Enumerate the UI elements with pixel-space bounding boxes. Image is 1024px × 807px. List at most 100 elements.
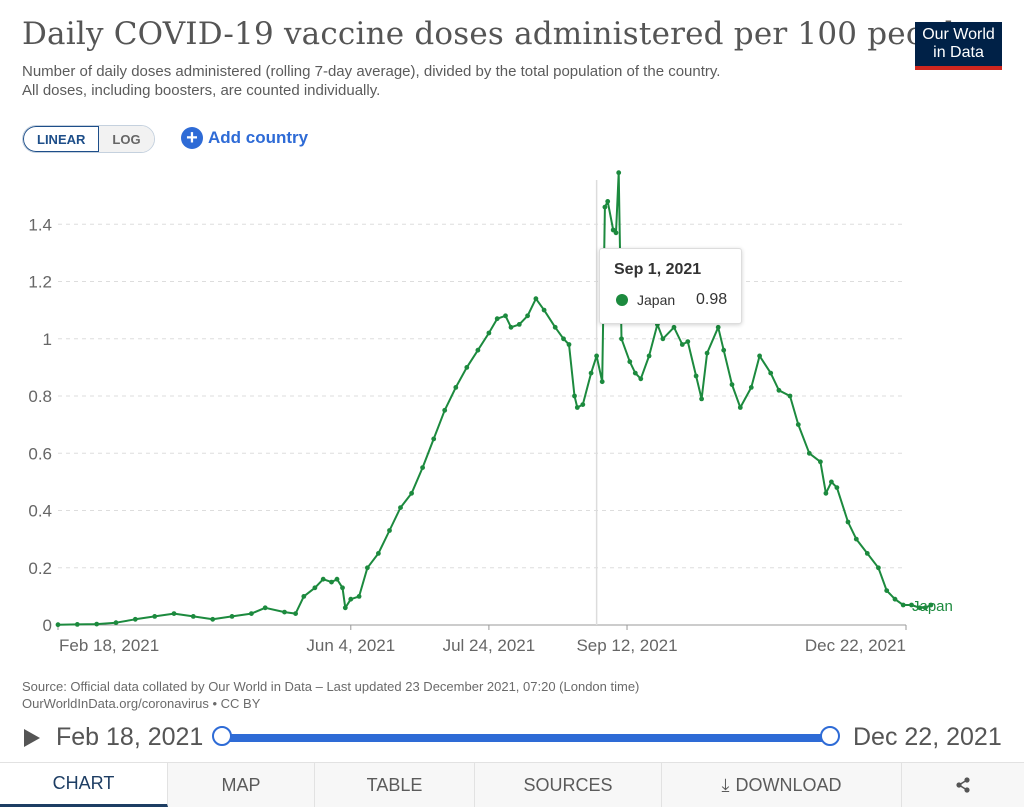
data-point <box>864 551 870 556</box>
data-point <box>834 485 840 490</box>
chart-title: Daily COVID-19 vaccine doses administere… <box>22 16 974 52</box>
y-tick-label: 0.4 <box>28 502 52 521</box>
data-point <box>464 365 470 370</box>
y-tick-label: 0.2 <box>28 559 52 578</box>
tab-chart[interactable]: CHART <box>0 763 168 807</box>
y-tick-label: 1.2 <box>28 273 52 292</box>
data-point <box>552 324 558 330</box>
data-point <box>420 465 425 470</box>
timeline: Feb 18, 2021 Dec 22, 2021 <box>22 720 1012 756</box>
data-point <box>928 602 934 608</box>
scale-toggle: LINEAR LOG <box>22 125 155 153</box>
data-point <box>876 565 881 571</box>
data-point <box>55 622 61 628</box>
owid-logo[interactable]: Our World in Data <box>915 22 1002 70</box>
data-point <box>613 230 619 236</box>
source-line-2[interactable]: OurWorldInData.org/coronavirus • CC BY <box>22 696 261 711</box>
data-point <box>74 622 80 627</box>
data-point <box>113 620 119 626</box>
bottom-tabs: CHART MAP TABLE SOURCES ⤓ DOWNLOAD <box>0 762 1024 807</box>
series-label: Japan <box>912 598 953 615</box>
tooltip-series-name: Japan <box>637 292 676 308</box>
tab-download-label: DOWNLOAD <box>735 774 842 795</box>
data-point <box>892 596 898 602</box>
data-point <box>533 296 539 302</box>
timeline-track[interactable] <box>222 734 830 742</box>
series-line-japan <box>57 171 932 626</box>
data-point <box>348 596 354 602</box>
timeline-start-handle[interactable] <box>212 726 232 746</box>
data-point <box>594 353 599 359</box>
data-point <box>853 536 859 542</box>
timeline-end-handle[interactable] <box>820 726 840 746</box>
data-point <box>312 585 318 591</box>
source-line-1: Source: Official data collated by Our Wo… <box>22 679 640 694</box>
tab-map[interactable]: MAP <box>168 763 315 807</box>
log-scale-button[interactable]: LOG <box>99 126 154 152</box>
data-point <box>776 387 782 393</box>
data-point <box>210 616 216 622</box>
tooltip-value: 0.98 <box>696 291 728 308</box>
data-point <box>748 385 754 390</box>
data-point <box>679 342 685 347</box>
data-point <box>453 385 459 390</box>
data-point <box>704 350 710 356</box>
data-point <box>823 490 829 496</box>
data-point <box>693 373 699 379</box>
data-point <box>599 379 605 385</box>
x-tick-label: Sep 12, 2021 <box>576 636 677 655</box>
download-icon: ⤓ <box>721 774 730 795</box>
data-point <box>525 313 530 319</box>
data-point <box>442 407 448 413</box>
data-point <box>152 614 158 619</box>
data-point <box>516 322 522 327</box>
data-point <box>616 170 622 176</box>
data-point <box>387 528 392 533</box>
data-point <box>329 579 334 585</box>
play-icon[interactable] <box>24 729 40 747</box>
tab-sources[interactable]: SOURCES <box>475 763 662 807</box>
x-tick-label: Feb 18, 2021 <box>59 636 159 655</box>
data-point <box>342 605 348 611</box>
logo-line-2: in Data <box>933 44 984 61</box>
tab-download[interactable]: ⤓ DOWNLOAD <box>662 763 902 807</box>
data-point <box>94 621 100 627</box>
data-point <box>884 588 890 593</box>
data-point <box>229 614 235 619</box>
data-point <box>561 336 566 342</box>
linear-scale-button[interactable]: LINEAR <box>23 126 100 152</box>
line-chart[interactable]: 0 0.2 0.4 0.6 0.8 1 1.2 1.4 Feb 18, 2021 Jun 4, 2… <box>0 160 1024 660</box>
data-point <box>660 336 666 342</box>
data-point <box>787 393 793 399</box>
add-country-button[interactable]: + Add country <box>181 127 308 149</box>
data-point <box>574 405 580 410</box>
data-point <box>768 370 774 376</box>
data-point <box>619 336 624 342</box>
data-point <box>262 605 268 611</box>
data-point <box>729 382 735 387</box>
data-point <box>249 611 254 616</box>
data-point <box>409 490 414 496</box>
data-point <box>541 307 547 313</box>
chart-tooltip: Sep 1, 2021 Japan 0.98 <box>599 248 742 324</box>
data-point <box>301 594 307 599</box>
data-point <box>602 204 608 210</box>
data-point <box>818 459 823 465</box>
data-point <box>715 324 721 330</box>
data-point <box>829 479 834 485</box>
data-point <box>917 605 923 611</box>
data-point <box>845 519 851 525</box>
tab-share[interactable] <box>902 763 1024 807</box>
y-tick-label: 0.8 <box>28 387 52 406</box>
data-point <box>503 313 508 319</box>
data-point <box>922 605 928 611</box>
data-point <box>398 505 403 510</box>
data-point <box>588 370 594 376</box>
data-point <box>475 347 481 353</box>
tab-table[interactable]: TABLE <box>315 763 475 807</box>
data-point <box>508 324 514 330</box>
timeline-end-label: Dec 22, 2021 <box>853 723 1002 751</box>
share-icon <box>956 777 970 793</box>
y-tick-label: 1.4 <box>28 215 52 234</box>
x-tick-label: Jul 24, 2021 <box>443 636 536 655</box>
